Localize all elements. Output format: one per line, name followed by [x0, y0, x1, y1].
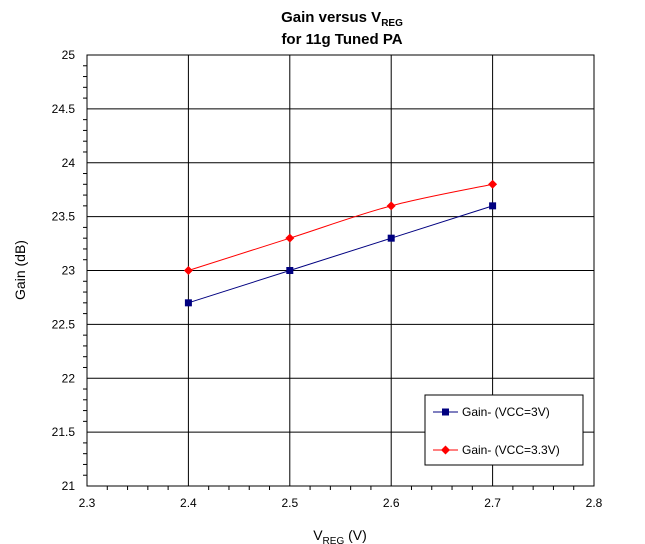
x-axis-label: VREG (V) — [313, 527, 367, 544]
series-1 — [184, 202, 497, 307]
series-2 — [183, 179, 498, 275]
plot-frame — [86, 54, 595, 487]
data-point — [285, 233, 295, 243]
y-tick-label: 23.5 — [52, 210, 76, 224]
x-tick-label: 2.3 — [79, 496, 96, 510]
x-tick-label: 2.8 — [586, 496, 603, 510]
y-tick-label: 21.5 — [52, 425, 76, 439]
chart-title-line-1: Gain versus VREG — [281, 9, 403, 29]
chart-title-line-2: for 11g Tuned PA — [281, 31, 402, 48]
legend-marker — [442, 408, 449, 416]
chart-title-subscript: REG — [381, 18, 403, 29]
legend-item-2: Gain- (VCC=3.3V) — [433, 443, 560, 457]
data-point — [286, 267, 294, 274]
x-axis-tick-labels: 2.3 2.4 2.5 2.6 2.7 2.8 — [79, 496, 603, 510]
x-tick-label: 2.5 — [281, 496, 298, 510]
legend-box — [424, 394, 584, 466]
x-tick-label: 2.6 — [383, 496, 400, 510]
data-point — [488, 179, 498, 189]
series-line — [188, 183, 493, 271]
y-tick-label: 21 — [62, 479, 76, 493]
x-axis-label-subscript: REG — [323, 536, 345, 544]
data-point — [184, 299, 192, 307]
data-point — [387, 234, 395, 242]
y-tick-label: 24 — [62, 156, 76, 170]
y-tick-label: 25 — [62, 48, 76, 62]
x-axis-label-unit: (V) — [344, 527, 367, 543]
series-line — [188, 205, 493, 304]
data-point — [183, 266, 193, 275]
y-tick-label: 24.5 — [52, 102, 76, 116]
legend-item-1: Gain- (VCC=3V) — [433, 405, 550, 419]
y-axis-label: Gain (dB) — [12, 240, 28, 300]
legend-label: Gain- (VCC=3.3V) — [462, 443, 560, 457]
minor-ticks — [83, 65, 575, 490]
chart-title-main: Gain versus V — [281, 9, 381, 26]
legend-marker — [441, 445, 450, 455]
y-tick-label: 23 — [62, 264, 76, 278]
data-point — [386, 201, 396, 211]
x-tick-label: 2.7 — [484, 496, 501, 510]
legend: Gain- (VCC=3V) Gain- (VCC=3.3V) — [424, 394, 584, 466]
x-tick-label: 2.4 — [180, 496, 197, 510]
x-axis-label-main: V — [313, 527, 323, 543]
y-tick-label: 22 — [62, 371, 76, 385]
legend-label: Gain- (VCC=3V) — [462, 405, 550, 419]
y-tick-label: 22.5 — [52, 317, 76, 331]
data-point — [489, 202, 497, 210]
y-axis-tick-labels: 21 21.5 22 22.5 23 23.5 24 24.5 25 — [52, 48, 76, 493]
series-layer — [183, 179, 498, 307]
